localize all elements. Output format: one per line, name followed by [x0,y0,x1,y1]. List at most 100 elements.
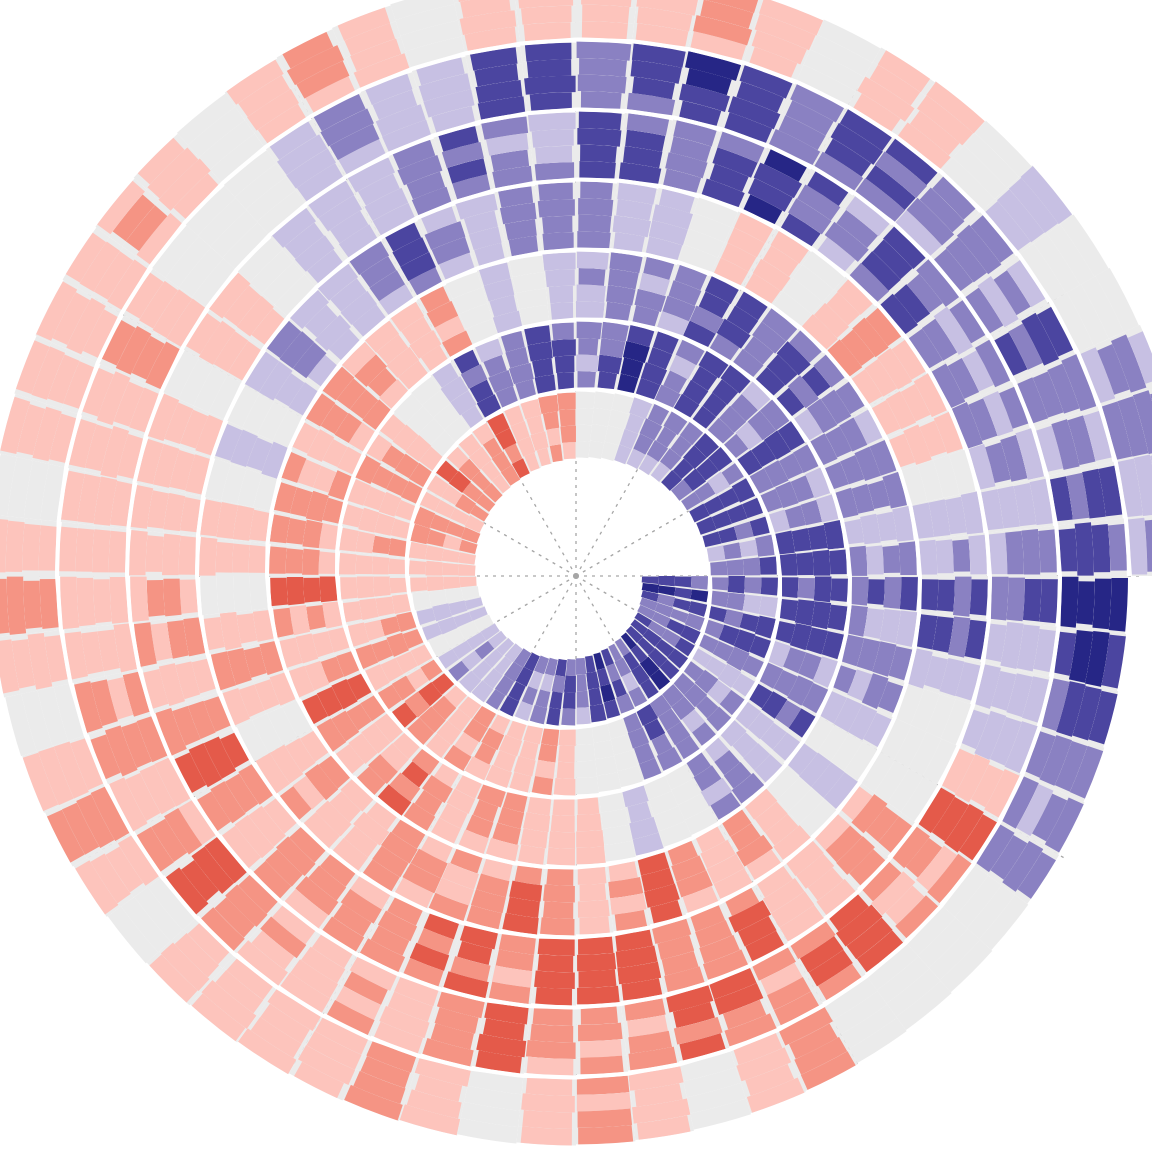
spiral-cell-value [780,213,821,248]
spiral-cell [933,454,960,498]
spiral-cell-value [318,523,339,550]
spiral-cell-value [31,346,66,400]
spiral-cell-value [265,849,303,887]
spiral-cell-value [1016,624,1040,672]
spiral-cell-value [498,734,523,757]
spiral-cell-value [801,366,831,397]
spiral-cell-value [747,712,775,740]
spiral-cell-value [431,672,455,696]
spiral-cell-value [158,663,186,707]
spiral-cell-value [432,362,459,388]
spiral-cell-value [849,262,890,303]
spiral-cell-value [166,298,206,347]
spiral-cell-value [492,165,533,189]
spiral-cell-value [616,199,653,221]
spiral-cell-value [633,433,654,455]
spiral-cell-value [508,681,526,702]
spiral-cell-value [673,1016,723,1045]
spiral-cell-value [336,650,360,677]
spiral-cell-value [1049,476,1073,522]
spiral-cell-value [944,496,967,535]
spiral-cell-value [448,600,468,616]
spiral-cell [252,713,284,754]
spiral-cell-value [705,0,759,14]
spiral-cell-value [1117,396,1149,457]
spiral-cell-value [537,937,575,956]
spiral-cell-value [628,1030,673,1054]
spiral-cell [253,474,278,511]
spiral-cell-value [772,732,801,761]
spiral-cell-value [314,314,351,351]
spiral-cell-value [749,635,772,659]
spiral-cell-value [319,853,356,887]
spiral-cell-value [565,659,576,676]
spiral-cell-value [849,849,886,886]
spiral-cell-value [836,209,878,249]
spiral-cell-value [807,524,828,550]
spiral-cell [690,1098,751,1130]
spiral-cell-value [674,637,695,657]
spiral-cell [21,690,53,752]
spiral-cell-value [294,1061,344,1099]
spiral-cell-value [322,497,345,524]
spiral-cell [804,716,835,752]
spiral-cell-value [634,1083,683,1107]
spiral-cell-value [576,674,588,692]
spiral-cell [147,877,195,931]
spiral-cell-value [661,684,685,707]
spiral-cell-value [465,814,494,839]
spiral-cell-value [524,42,572,62]
spiral-cell-value [690,576,708,590]
spiral-cell [922,738,957,785]
spiral-cell-value [797,578,815,599]
spiral-cell-value [179,497,202,533]
spiral-cell-value [661,950,699,976]
spiral-cell-value [752,321,787,354]
spiral-cell-value [673,393,700,419]
spiral-cell-value [614,657,632,677]
spiral-cell-value [628,686,648,707]
spiral-cell-value [93,251,134,300]
spiral-cell-value [346,703,372,731]
spiral-cell-value [185,313,221,355]
spiral-cell-value [371,465,395,490]
spiral-cell [901,465,928,505]
spiral-cell [178,358,214,406]
spiral-cell-value [631,43,686,68]
spiral-cell-value [527,796,552,816]
spiral-cell-value [122,671,150,717]
spiral-cell-value [364,187,409,221]
spiral-cell-value [452,174,491,200]
spiral-cell-value [226,59,284,105]
spiral-cell [974,120,1032,178]
spiral-cell-value [519,740,539,761]
spiral-cell-value [174,752,207,794]
spiral-cell-value [433,763,460,788]
spiral-cell-value [616,693,635,714]
spiral-cell-value [493,750,517,772]
spiral-cell-value [443,971,489,999]
spiral-cell [617,765,643,788]
spiral-cell [237,237,283,283]
spiral-cell-value [744,273,781,305]
spiral-cell-value [409,942,450,972]
spiral-cell-value [551,674,566,693]
spiral-cell-value [524,75,576,95]
spiral-cell-value [965,287,1004,334]
spiral-cell [928,928,981,981]
spiral-cell [900,776,938,822]
spiral-cell-value [727,227,765,258]
spiral-cell-value [756,865,793,898]
spiral-cell-value [387,991,433,1023]
spiral-cell-value [474,742,497,765]
spiral-cell-value [355,531,376,554]
spiral-cell-value [341,341,377,377]
spiral-cell-value [495,428,517,450]
spiral-cell-value [191,846,235,894]
spiral-cell-value [743,743,771,771]
spiral-cell-value [716,318,751,349]
spiral-cell-value [410,644,433,666]
spiral-cell-value [623,651,640,671]
spiral-cell-value [443,576,461,590]
